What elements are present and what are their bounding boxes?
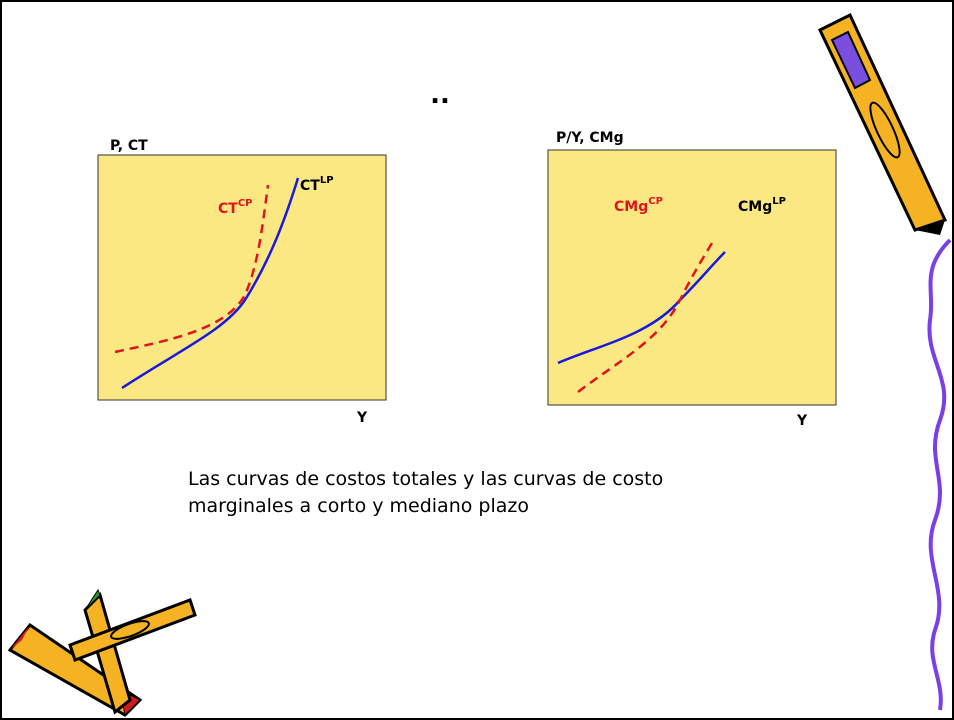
curve-superscript: CP <box>648 196 663 207</box>
curve-name: CMg <box>738 199 772 215</box>
page: .. P, CT Y CTCP CTLP P/Y, CMg Y CMgCP CM… <box>0 0 954 720</box>
caption-line: marginales a corto y mediano plazo <box>188 495 529 517</box>
curve-name: CMg <box>614 199 648 215</box>
panel-box <box>98 155 386 400</box>
curve-superscript: LP <box>320 175 334 186</box>
x-label: Y <box>356 410 368 426</box>
curve-superscript: CP <box>238 198 253 209</box>
panel-box <box>548 150 836 405</box>
x-label: Y <box>796 413 808 429</box>
caption-line: Las curvas de costos totales y las curva… <box>188 468 663 490</box>
curve-name: CT <box>218 201 238 217</box>
slide: .. P, CT Y CTCP CTLP P/Y, CMg Y CMgCP CM… <box>0 0 954 720</box>
y-label: P/Y, CMg <box>556 130 624 146</box>
curve-superscript: LP <box>772 196 786 207</box>
y-label: P, CT <box>110 138 148 154</box>
slide-title: .. <box>430 80 450 110</box>
curve-name: CT <box>300 178 320 194</box>
